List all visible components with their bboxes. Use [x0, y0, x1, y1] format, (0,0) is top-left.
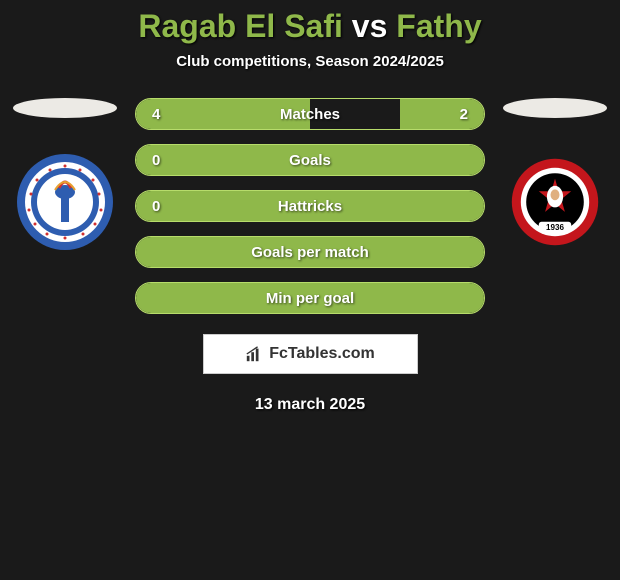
- stat-value-left: 0: [152, 152, 160, 169]
- brand-badge: FcTables.com: [203, 334, 418, 374]
- right-club-logo: 1936: [505, 152, 605, 252]
- stat-value-left: 4: [152, 106, 160, 123]
- stat-value-right: 2: [460, 106, 468, 123]
- brand-text: FcTables.com: [269, 345, 375, 363]
- club-logo-left-icon: [15, 152, 115, 252]
- stat-label: Min per goal: [266, 290, 354, 307]
- title-player1: Ragab El Safi: [138, 8, 343, 44]
- stat-bar: Min per goal: [135, 282, 485, 314]
- bar-fill-right: [400, 99, 484, 129]
- stats-bars: 4 Matches 2 0 Goals 0 Hattricks Goals per match…: [135, 98, 485, 314]
- left-club-logo: [15, 152, 115, 252]
- title-player2: Fathy: [396, 8, 481, 44]
- page-title: Ragab El Safi vs Fathy: [0, 8, 620, 45]
- comparison-layout: 4 Matches 2 0 Goals 0 Hattricks Goals per match…: [0, 98, 620, 314]
- club-logo-right-icon: 1936: [510, 157, 600, 247]
- stat-bar: 4 Matches 2: [135, 98, 485, 130]
- right-side: 1936: [503, 98, 607, 252]
- club-right-year: 1936: [546, 223, 564, 232]
- stat-label: Goals per match: [251, 244, 369, 261]
- stat-label: Hattricks: [278, 198, 342, 215]
- left-side: [13, 98, 117, 252]
- stat-bar: 0 Hattricks: [135, 190, 485, 222]
- right-name-pill: [503, 98, 607, 118]
- title-vs: vs: [352, 8, 388, 44]
- stat-label: Goals: [289, 152, 331, 169]
- chart-icon: [245, 345, 263, 363]
- subtitle: Club competitions, Season 2024/2025: [0, 53, 620, 70]
- stat-bar: Goals per match: [135, 236, 485, 268]
- stat-label: Matches: [280, 106, 340, 123]
- stat-bar: 0 Goals: [135, 144, 485, 176]
- comparison-card: Ragab El Safi vs Fathy Club competitions…: [0, 0, 620, 414]
- stat-value-left: 0: [152, 198, 160, 215]
- left-name-pill: [13, 98, 117, 118]
- footer-date: 13 march 2025: [0, 396, 620, 414]
